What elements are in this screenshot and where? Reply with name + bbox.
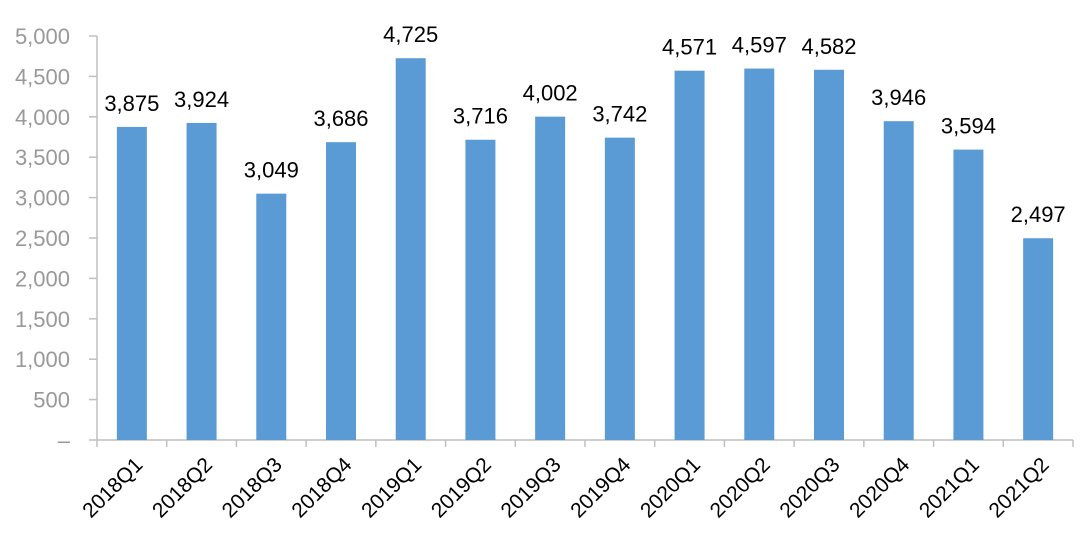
- x-axis-category-label: 2019Q3: [497, 453, 566, 522]
- bar-value-label: 3,742: [592, 102, 647, 127]
- x-axis-category-label: 2020Q4: [845, 453, 914, 522]
- bar: [465, 139, 496, 440]
- bar: [326, 142, 356, 440]
- x-axis-category-label: 2018Q2: [148, 453, 217, 522]
- y-axis-tick-label: 1,000: [15, 347, 70, 372]
- x-axis-category-label: 2019Q4: [566, 453, 635, 522]
- bar-value-label: 3,875: [104, 91, 159, 116]
- bar: [395, 58, 426, 440]
- bar-value-label: 4,597: [732, 33, 787, 58]
- bar: [744, 68, 775, 440]
- y-axis-tick-label: 2,500: [15, 226, 70, 251]
- bar-value-label: 3,594: [941, 114, 996, 139]
- bar-value-label: 3,716: [453, 104, 508, 129]
- x-axis-category-label: 2021Q1: [915, 453, 984, 522]
- y-axis-tick-label: 4,500: [15, 64, 70, 89]
- bar: [674, 70, 705, 440]
- y-axis-tick-label: 2,000: [15, 266, 70, 291]
- bar-value-label: 4,002: [523, 81, 578, 106]
- x-axis-category-label: 2019Q1: [357, 453, 426, 522]
- x-axis-category-label: 2019Q2: [427, 453, 496, 522]
- bar: [814, 69, 844, 440]
- y-axis-tick-label: –: [58, 428, 71, 453]
- bar: [256, 193, 287, 440]
- bar-value-label: 3,686: [313, 106, 368, 131]
- bar-value-label: 4,582: [801, 34, 856, 59]
- bar-value-label: 3,049: [244, 158, 299, 183]
- y-axis-tick-label: 5,000: [15, 24, 70, 49]
- bar: [953, 149, 984, 440]
- bar-value-label: 4,725: [383, 22, 438, 47]
- x-axis-category-label: 2018Q4: [287, 453, 356, 522]
- x-axis-category-label: 2020Q1: [636, 453, 705, 522]
- x-axis-category-label: 2018Q3: [218, 453, 287, 522]
- y-axis-tick-label: 3,500: [15, 145, 70, 170]
- bar-value-label: 4,571: [662, 35, 717, 60]
- bar: [604, 137, 635, 440]
- x-axis-category-label: 2020Q3: [775, 453, 844, 522]
- bar: [1023, 238, 1054, 440]
- y-axis-tick-label: 1,500: [15, 307, 70, 332]
- bar-value-label: 2,497: [1011, 202, 1066, 227]
- x-axis-category-label: 2020Q2: [706, 453, 775, 522]
- x-axis-category-label: 2021Q2: [985, 453, 1054, 522]
- y-axis-tick-label: 4,000: [15, 105, 70, 130]
- y-axis-tick-label: 500: [33, 388, 70, 413]
- bar: [116, 126, 147, 441]
- bar-value-label: 3,924: [174, 87, 229, 112]
- bar: [535, 116, 566, 440]
- y-axis-tick-label: 3,000: [15, 186, 70, 211]
- bar-value-label: 3,946: [871, 85, 926, 110]
- x-axis-category-label: 2018Q1: [78, 453, 147, 522]
- bar: [883, 121, 914, 440]
- bar: [186, 122, 217, 441]
